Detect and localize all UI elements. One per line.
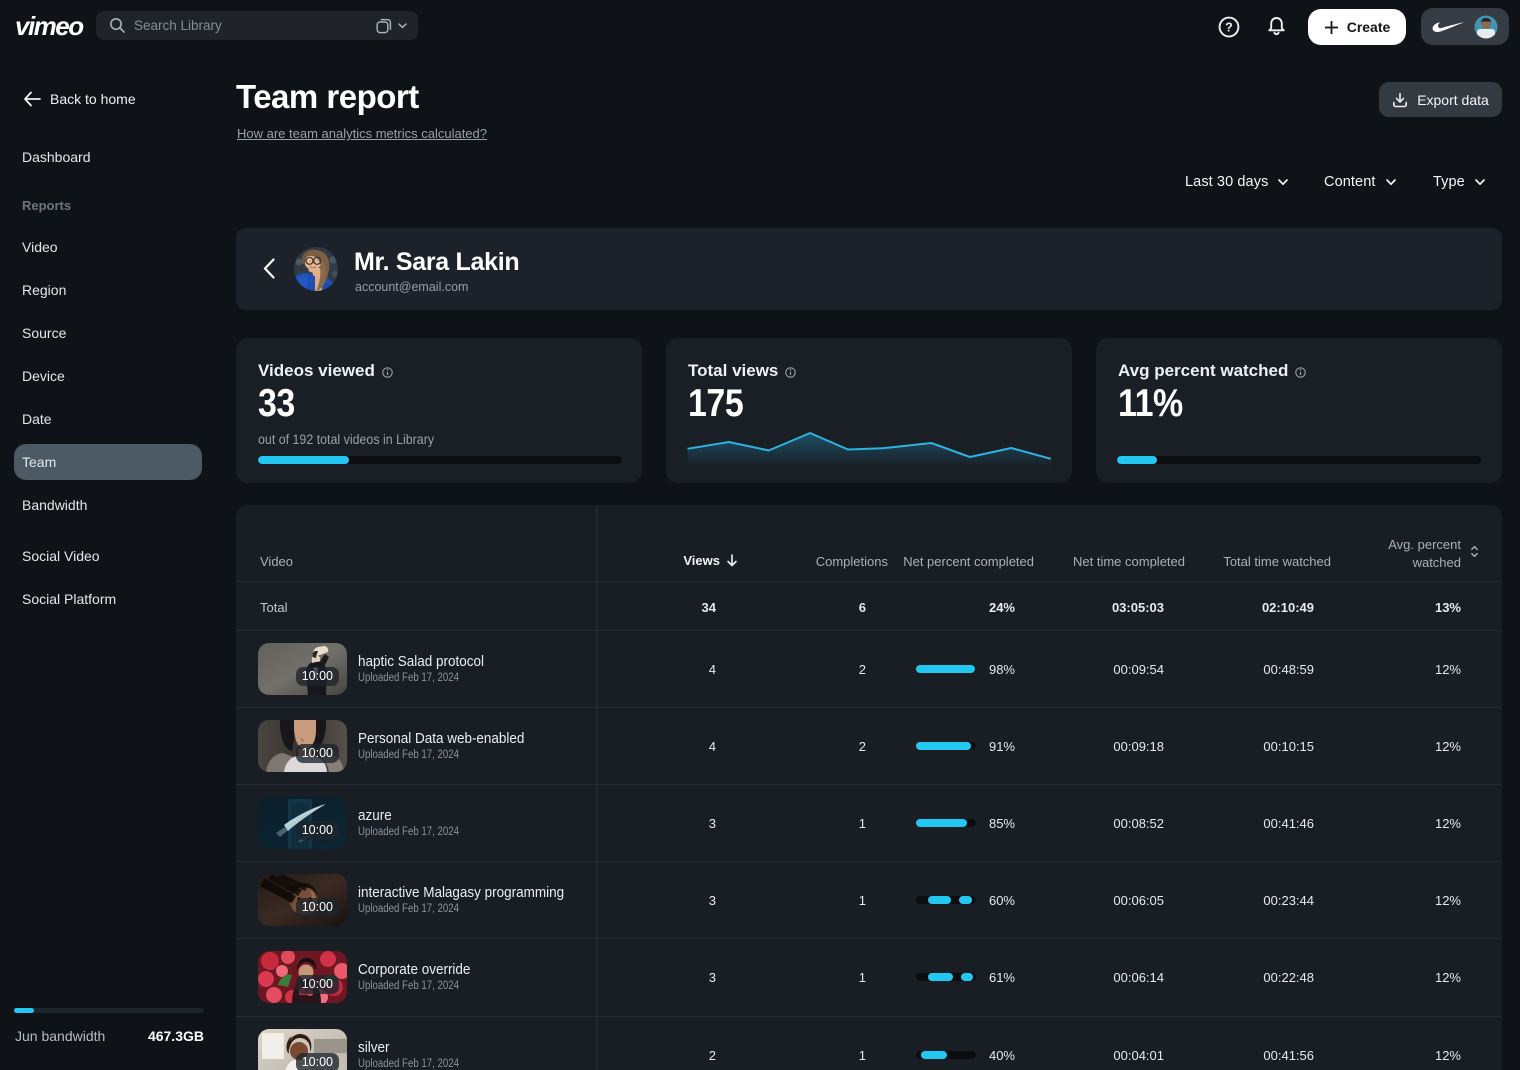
svg-text:?: ? — [1225, 20, 1233, 34]
